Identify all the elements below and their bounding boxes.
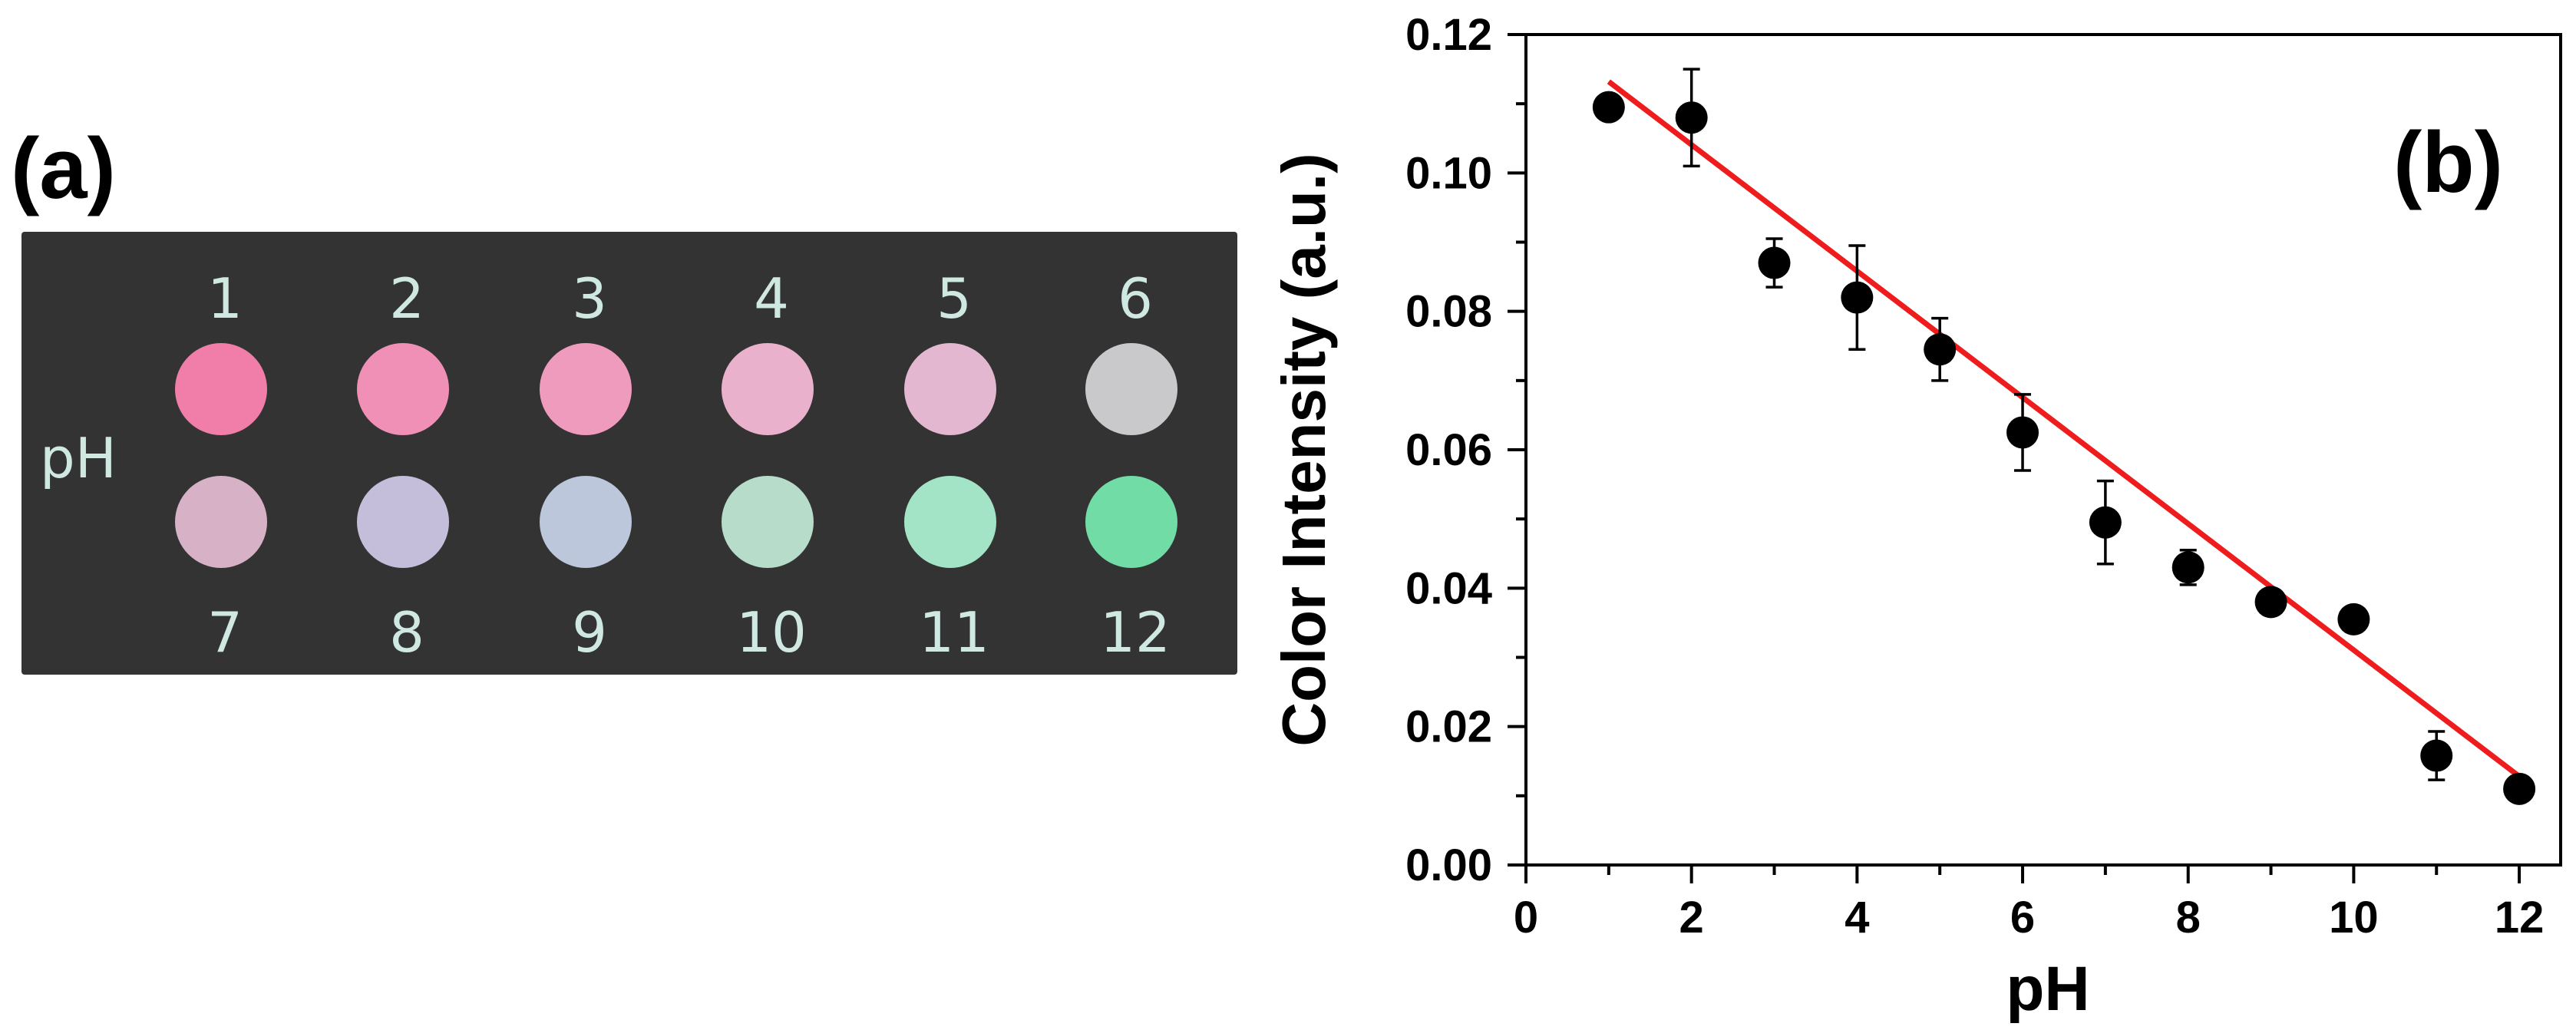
spot-number-8: 8 [389, 600, 424, 665]
plate-spots: 1 2 3 4 5 67 8 9 10 11 12 [175, 266, 1177, 665]
ph-spot-3 [540, 343, 632, 435]
data-point-ph-8 [2171, 551, 2204, 584]
data-point-ph-10 [2337, 602, 2370, 635]
spot-plate [21, 232, 1237, 675]
ph-spot-2 [357, 343, 449, 435]
fit-line [1607, 79, 2522, 779]
y-tick-label-0.02: 0.02 [1405, 702, 1492, 752]
ph-spot-5 [904, 343, 996, 435]
x-tick-label-0: 0 [1514, 893, 1538, 943]
x-tick-label-2: 2 [1679, 893, 1704, 943]
ph-spot-11 [904, 476, 996, 568]
x-tick-label-10: 10 [2329, 893, 2379, 943]
data-point-ph-2 [1675, 101, 1708, 134]
data-point-ph-7 [2089, 506, 2122, 539]
panel-b: (b) 0 2 4 6 8 10 12 0.00 0.02 0.04 0.06 0.08 0.10 0.1… [1270, 10, 2562, 1024]
spot-number-12: 12 [1100, 600, 1171, 665]
ph-spot-4 [722, 343, 814, 435]
spot-number-9: 9 [572, 600, 607, 665]
y-axis-title: Color Intensity (a.u.) [1270, 153, 1338, 746]
spot-number-6: 6 [1118, 266, 1153, 331]
ph-spot-6 [1085, 343, 1177, 435]
x-tick-label-4: 4 [1844, 893, 1869, 943]
scatter-chart: 0 2 4 6 8 10 12 0.00 0.02 0.04 0.06 0.08 0.10 0.12 [1405, 10, 2562, 943]
data-point-ph-6 [2006, 416, 2039, 449]
x-tick-label-12: 12 [2495, 893, 2545, 943]
panel-a: (a) 1 2 3 4 5 67 8 9 10 11 12 pH [11, 120, 1237, 675]
panel-a-label: (a) [11, 120, 116, 216]
ph-spot-1 [175, 343, 267, 435]
y-tick-label-0.06: 0.06 [1405, 425, 1492, 475]
spot-number-3: 3 [572, 266, 607, 331]
spot-number-10: 10 [736, 600, 807, 665]
data-point-ph-9 [2254, 586, 2287, 619]
panel-b-label: (b) [2393, 114, 2503, 210]
data-point-ph-3 [1758, 246, 1791, 279]
x-axis-title: pH [2006, 954, 2089, 1024]
data-point-ph-4 [1841, 281, 1874, 314]
x-tick-label-6: 6 [2010, 893, 2035, 943]
data-point-ph-12 [2503, 772, 2536, 805]
x-tick-label-8: 8 [2176, 893, 2201, 943]
data-point-ph-5 [1924, 333, 1957, 366]
y-tick-label-0.08: 0.08 [1405, 287, 1492, 337]
plate-ph-label: pH [40, 426, 117, 490]
spot-number-2: 2 [389, 266, 424, 331]
ph-spot-9 [540, 476, 632, 568]
ph-spot-12 [1085, 476, 1177, 568]
y-tick-label-0.10: 0.10 [1405, 148, 1492, 198]
ph-spot-8 [357, 476, 449, 568]
ph-spot-7 [175, 476, 267, 568]
spot-number-4: 4 [754, 266, 789, 331]
spot-number-5: 5 [936, 266, 972, 331]
y-tick-label-0.00: 0.00 [1405, 840, 1492, 890]
data-point-ph-1 [1592, 91, 1625, 124]
y-tick-label-0.12: 0.12 [1405, 10, 1492, 60]
ph-spot-10 [722, 476, 814, 568]
y-tick-label-0.04: 0.04 [1405, 563, 1492, 613]
spot-number-7: 7 [207, 600, 243, 665]
spot-number-1: 1 [207, 266, 243, 331]
spot-number-11: 11 [919, 600, 989, 665]
data-point-ph-11 [2420, 739, 2453, 772]
